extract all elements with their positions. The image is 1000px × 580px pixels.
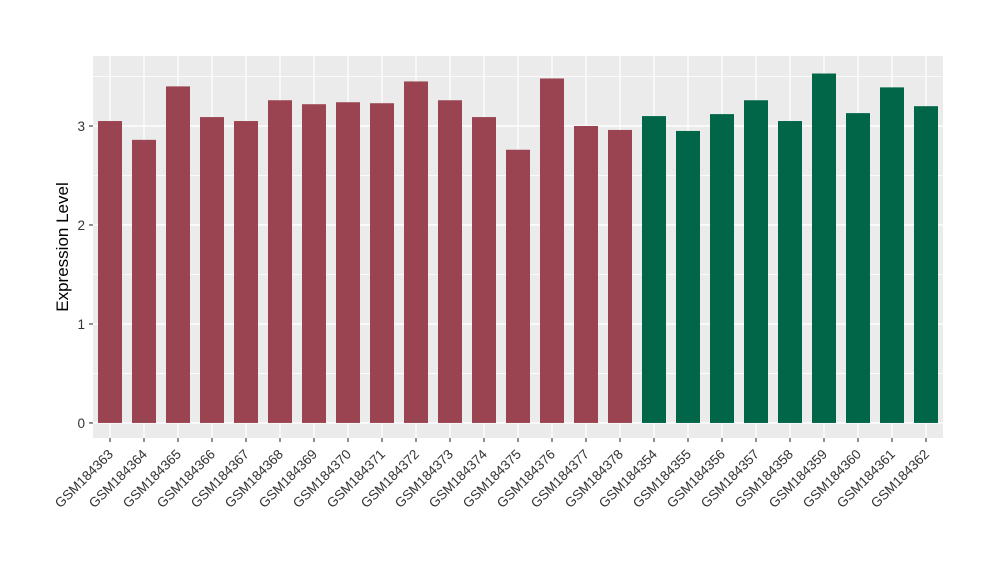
bar-GSM184365 bbox=[166, 86, 190, 423]
bar-GSM184377 bbox=[574, 125, 598, 423]
y-tick-label: 1 bbox=[77, 317, 85, 332]
bar-GSM184374 bbox=[472, 117, 496, 423]
bar-GSM184372 bbox=[404, 81, 428, 423]
bar-GSM184367 bbox=[234, 121, 258, 423]
bar-GSM184373 bbox=[438, 100, 462, 423]
bar-GSM184378 bbox=[608, 129, 632, 423]
bar-GSM184354 bbox=[642, 116, 666, 423]
bar-GSM184375 bbox=[506, 149, 530, 423]
bar-GSM184363 bbox=[98, 121, 122, 423]
y-tick-label: 0 bbox=[77, 416, 85, 431]
bar-GSM184356 bbox=[710, 114, 734, 423]
bar-GSM184360 bbox=[846, 113, 870, 423]
bar-GSM184358 bbox=[778, 121, 802, 423]
bar-GSM184361 bbox=[880, 87, 904, 423]
bar-GSM184362 bbox=[914, 106, 938, 423]
y-axis-title: Expression Level bbox=[53, 182, 72, 311]
bar-GSM184370 bbox=[336, 102, 360, 423]
bar-GSM184371 bbox=[370, 103, 394, 423]
bar-GSM184369 bbox=[302, 104, 326, 423]
bar-GSM184364 bbox=[132, 139, 156, 423]
y-tick-label: 2 bbox=[77, 218, 85, 233]
bar-GSM184357 bbox=[744, 100, 768, 423]
bar-GSM184355 bbox=[676, 130, 700, 423]
bar-GSM184366 bbox=[200, 117, 224, 423]
y-tick-label: 3 bbox=[77, 119, 85, 134]
bar-GSM184376 bbox=[540, 78, 564, 423]
bar-GSM184368 bbox=[268, 100, 292, 423]
bar-GSM184359 bbox=[812, 73, 836, 423]
